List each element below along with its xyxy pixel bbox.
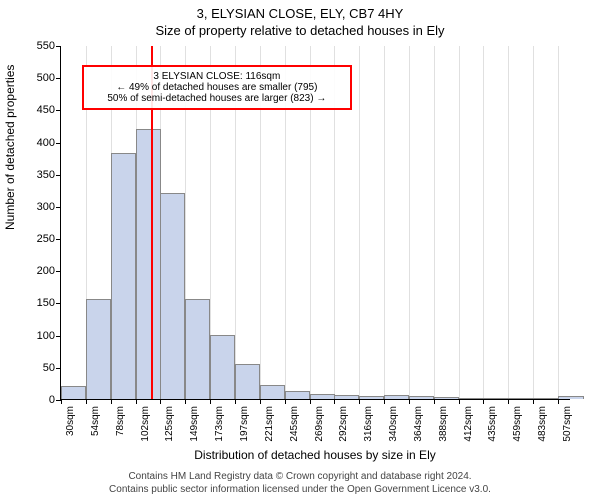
histogram-bar <box>409 396 434 399</box>
histogram-bar <box>260 385 285 399</box>
histogram-bar <box>185 299 210 399</box>
x-tick-label: 54sqm <box>90 406 101 436</box>
footer-line-1: Contains HM Land Registry data © Crown c… <box>0 470 600 483</box>
x-tick-label: 173sqm <box>214 406 225 442</box>
histogram-bar <box>285 391 310 399</box>
histogram-bar <box>86 299 111 399</box>
x-tick-label: 125sqm <box>164 406 175 442</box>
histogram-bar <box>136 129 161 399</box>
x-axis-label: Distribution of detached houses by size … <box>60 448 570 462</box>
annotation-line: 3 ELYSIAN CLOSE: 116sqm <box>90 71 344 82</box>
x-tick-label: 412sqm <box>463 406 474 442</box>
x-tick-label: 459sqm <box>512 406 523 442</box>
title-line-2: Size of property relative to detached ho… <box>0 21 600 38</box>
histogram-bar <box>310 394 335 399</box>
title-line-1: 3, ELYSIAN CLOSE, ELY, CB7 4HY <box>0 0 600 21</box>
x-tick-label: 316sqm <box>363 406 374 442</box>
x-tick-label: 30sqm <box>65 406 76 436</box>
histogram-bar <box>384 395 409 399</box>
histogram-bar <box>434 397 459 399</box>
histogram-bar <box>61 386 86 399</box>
annotation-line: 50% of semi-detached houses are larger (… <box>90 93 344 104</box>
histogram-bar <box>508 398 533 399</box>
histogram-bar <box>210 335 235 399</box>
x-tick-label: 221sqm <box>264 406 275 442</box>
histogram-bar <box>334 395 359 400</box>
annotation-box: 3 ELYSIAN CLOSE: 116sqm← 49% of detached… <box>82 65 352 110</box>
y-axis-label: Number of detached properties <box>3 210 17 230</box>
plot-area: 05010015020025030035040045050055030sqm54… <box>60 46 570 400</box>
x-tick-label: 507sqm <box>562 406 573 442</box>
histogram-bar <box>111 153 136 399</box>
x-tick-label: 483sqm <box>537 406 548 442</box>
x-tick-label: 292sqm <box>338 406 349 442</box>
x-tick-label: 197sqm <box>239 406 250 442</box>
histogram-bar <box>483 398 508 399</box>
x-tick-label: 340sqm <box>388 406 399 442</box>
histogram-bar <box>160 193 185 399</box>
histogram-bar <box>359 396 384 399</box>
x-tick-label: 435sqm <box>487 406 498 442</box>
histogram-bar <box>459 398 484 399</box>
chart-container: 3, ELYSIAN CLOSE, ELY, CB7 4HY Size of p… <box>0 0 600 500</box>
annotation-line: ← 49% of detached houses are smaller (79… <box>90 82 344 93</box>
footer-text: Contains HM Land Registry data © Crown c… <box>0 470 600 496</box>
histogram-bar <box>235 364 260 399</box>
histogram-bar <box>558 396 583 399</box>
x-tick-label: 78sqm <box>115 406 126 436</box>
x-tick-label: 388sqm <box>438 406 449 442</box>
x-tick-label: 102sqm <box>140 406 151 442</box>
x-tick-label: 269sqm <box>314 406 325 442</box>
histogram-bar <box>533 398 558 399</box>
x-tick-label: 364sqm <box>413 406 424 442</box>
footer-line-2: Contains public sector information licen… <box>0 483 600 496</box>
x-tick-label: 245sqm <box>289 406 300 442</box>
x-tick-label: 149sqm <box>189 406 200 442</box>
